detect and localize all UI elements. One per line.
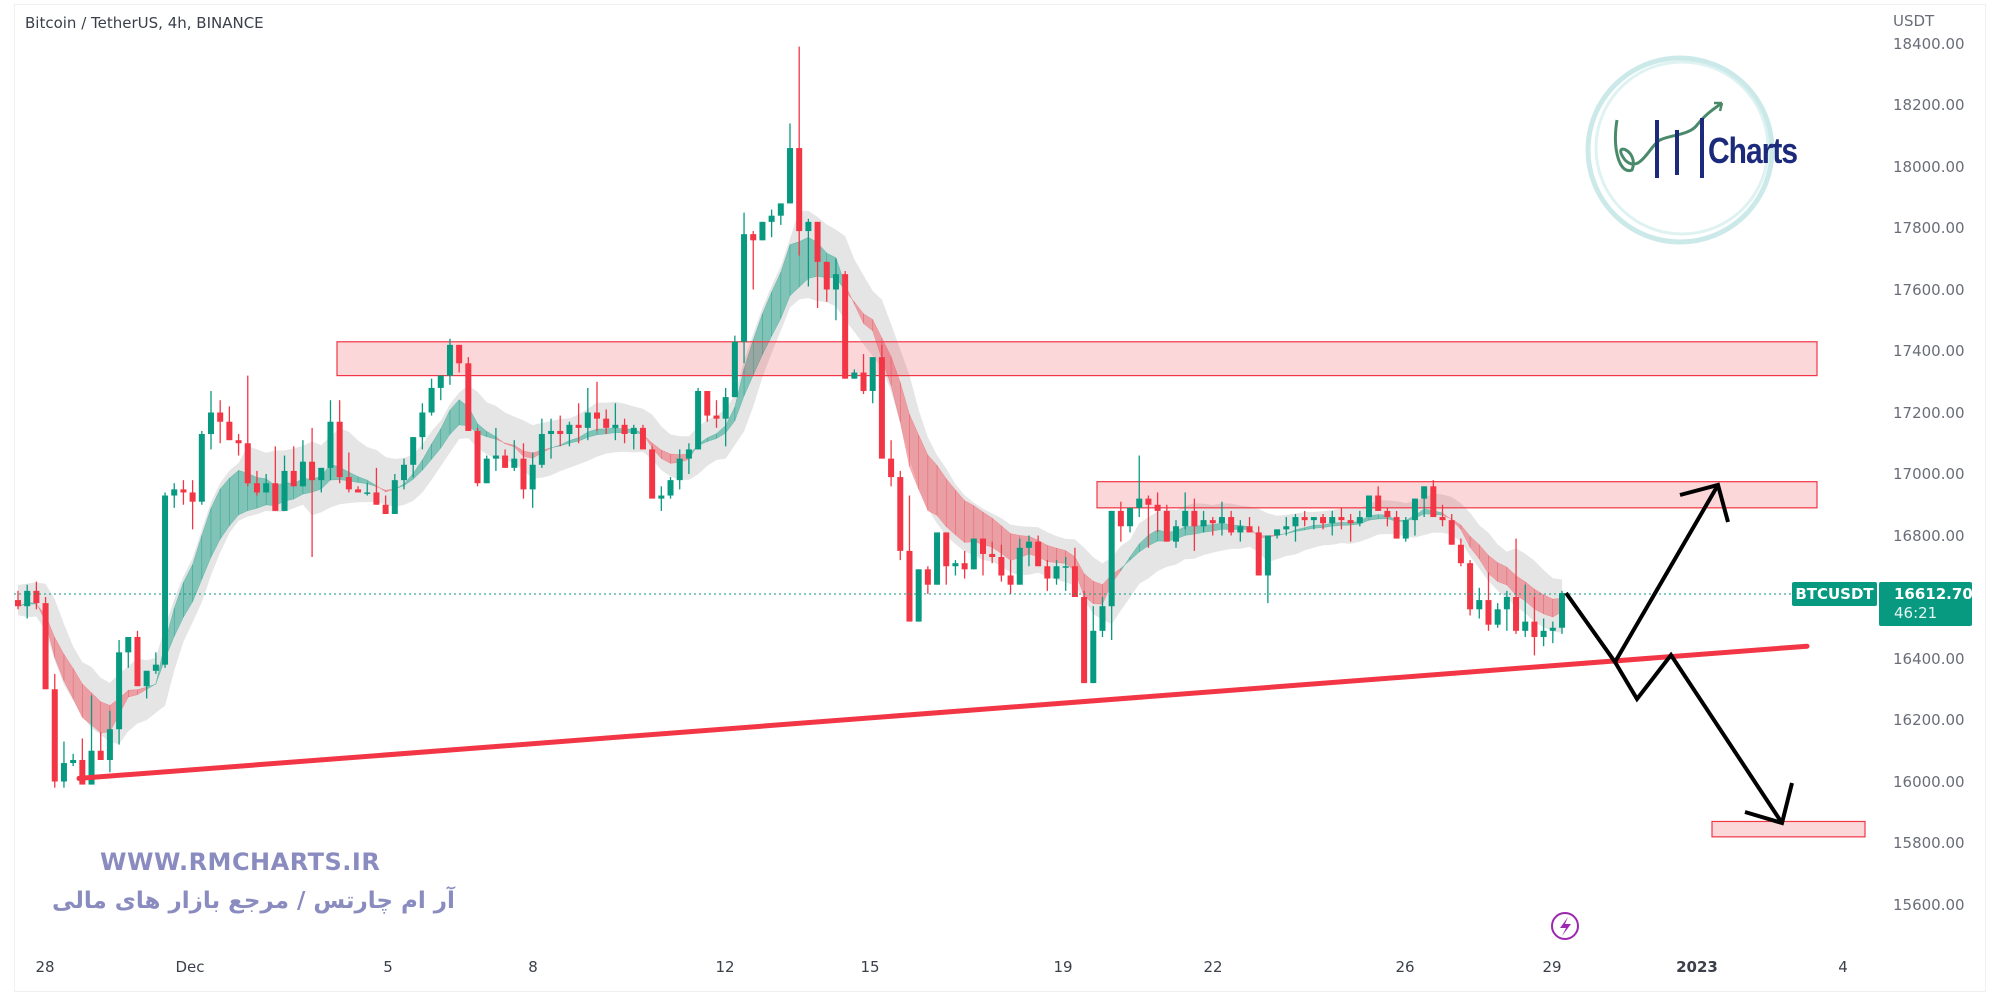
arrowhead-down-icon (1744, 782, 1794, 826)
time-axis-label: 28 (35, 958, 55, 976)
last-price-value: 16612.70 (1894, 585, 1973, 603)
price-axis-label: 17200.00 (1893, 403, 1965, 422)
price-axis-label: 16400.00 (1893, 649, 1965, 668)
chart-title: Bitcoin / TetherUS, 4h, BINANCE (25, 14, 264, 32)
watermark-tagline: آر ام چارتس / مرجع بازار های مالی (52, 888, 455, 914)
time-axis-label: 22 (1203, 958, 1223, 976)
price-axis-label: 18400.00 (1893, 34, 1965, 53)
resistance-zone[interactable] (1096, 481, 1818, 509)
last-price-tag: 16612.70 46:21 (1879, 582, 1973, 626)
price-axis-label: 15800.00 (1893, 834, 1965, 852)
resistance-zone[interactable] (336, 341, 1818, 377)
price-axis-label: 16200.00 (1893, 711, 1965, 729)
price-axis-label: 17600.00 (1893, 280, 1965, 299)
scenario-arrows[interactable] (1564, 482, 1794, 826)
watermark-url: WWW.RMCHARTS.IR (100, 848, 381, 876)
time-axis-label: 4 (1838, 958, 1848, 976)
lightning-icon[interactable] (1551, 912, 1579, 940)
price-axis-label: 17000.00 (1893, 465, 1965, 483)
time-axis-label: 19 (1053, 958, 1073, 976)
symbol-tag: BTCUSDT (1792, 582, 1877, 606)
time-axis-label: 8 (528, 958, 538, 976)
time-axis-label: 26 (1395, 958, 1415, 976)
arrowhead-up-icon (1679, 482, 1730, 523)
candlesticks (15, 46, 1565, 788)
time-axis-label: Dec (175, 958, 205, 976)
chart-frame (14, 4, 1986, 992)
arrow-up (1564, 483, 1720, 666)
time-axis-label: 5 (383, 958, 393, 976)
resistance-zone[interactable] (1711, 820, 1866, 838)
resistance-zones[interactable] (336, 341, 1866, 838)
time-axis-label: 2023 (1676, 958, 1718, 976)
moving-average-ribbon (17, 210, 1563, 745)
time-axis-label: 15 (860, 958, 880, 976)
bar-countdown: 46:21 (1894, 604, 1938, 622)
price-axis-label: 17800.00 (1893, 219, 1965, 237)
time-axis-label: 29 (1542, 958, 1562, 976)
price-axis-label: 18200.00 (1893, 96, 1965, 114)
price-axis-label: 17400.00 (1893, 342, 1965, 360)
price-axis-label: 16000.00 (1893, 772, 1965, 791)
rmcharts-logo (1585, 55, 1775, 245)
time-axis-label: 12 (715, 958, 735, 976)
price-axis-label: 18000.00 (1893, 157, 1965, 176)
logo-text: Charts (1708, 131, 1798, 172)
price-axis-label: 15600.00 (1893, 895, 1965, 914)
arrow-down (1613, 651, 1784, 825)
ascending-trendline[interactable] (76, 643, 1810, 781)
price-axis-unit: USDT (1893, 12, 1935, 30)
price-axis-label: 16800.00 (1893, 526, 1965, 545)
